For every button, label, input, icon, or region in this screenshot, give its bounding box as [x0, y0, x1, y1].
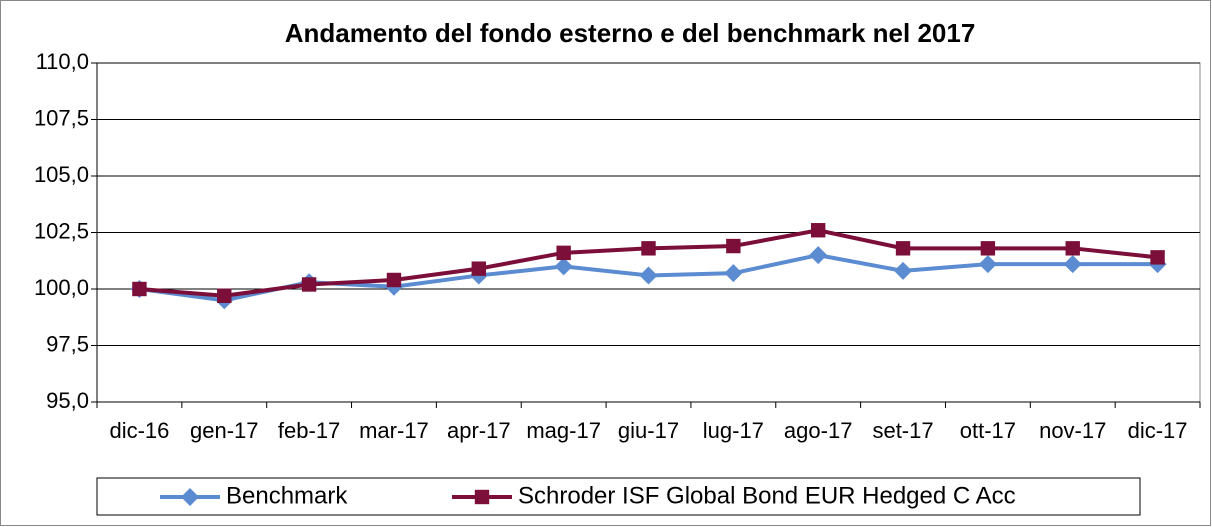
data-point	[978, 255, 997, 274]
x-tick-label: giu-17	[618, 418, 679, 443]
data-point	[980, 241, 996, 256]
data-point	[639, 266, 658, 285]
x-tick-label: set-17	[872, 418, 933, 443]
data-point	[724, 264, 743, 283]
legend-label: Schroder ISF Global Bond EUR Hedged C Ac…	[518, 482, 1016, 509]
y-tick-label: 105,0	[34, 162, 89, 187]
chart-title: Andamento del fondo esterno e del benchm…	[285, 18, 976, 48]
data-point	[641, 241, 656, 256]
data-point	[1150, 250, 1165, 265]
data-point	[726, 238, 741, 254]
legend-label: Benchmark	[226, 482, 348, 509]
data-point	[217, 288, 232, 303]
data-point	[895, 241, 911, 256]
x-tick-label: dic-17	[1128, 418, 1188, 443]
y-tick-label: 100,0	[34, 275, 89, 300]
y-tick-label: 110,0	[36, 49, 89, 74]
data-point	[556, 245, 571, 261]
y-tick-label: 97,5	[46, 331, 89, 356]
y-tick-label: 107,5	[34, 105, 89, 130]
x-tick-label: apr-17	[447, 418, 511, 443]
y-tick-label: 102,5	[34, 218, 89, 243]
x-tick-label: mag-17	[526, 418, 601, 443]
data-point	[894, 261, 913, 280]
legend-box	[96, 477, 1141, 516]
data-point	[301, 277, 317, 292]
data-point	[1063, 255, 1082, 274]
data-point	[1065, 241, 1080, 256]
x-tick-label: ott-17	[960, 418, 1016, 443]
x-tick-label: lug-17	[703, 418, 764, 443]
data-point	[471, 261, 487, 276]
x-tick-label: ago-17	[784, 418, 853, 443]
x-tick-label: mar-17	[359, 418, 429, 443]
y-tick-label: 95,0	[46, 388, 89, 413]
x-tick-label: gen-17	[190, 418, 259, 443]
data-point	[132, 281, 147, 297]
data-point	[554, 257, 573, 276]
data-point	[386, 272, 402, 288]
x-tick-label: dic-16	[109, 418, 169, 443]
data-point	[810, 223, 826, 238]
x-tick-label: feb-17	[278, 418, 340, 443]
x-tick-label: nov-17	[1039, 418, 1106, 443]
legend-marker	[474, 489, 490, 505]
legend-marker	[181, 488, 199, 506]
data-point	[809, 246, 828, 265]
